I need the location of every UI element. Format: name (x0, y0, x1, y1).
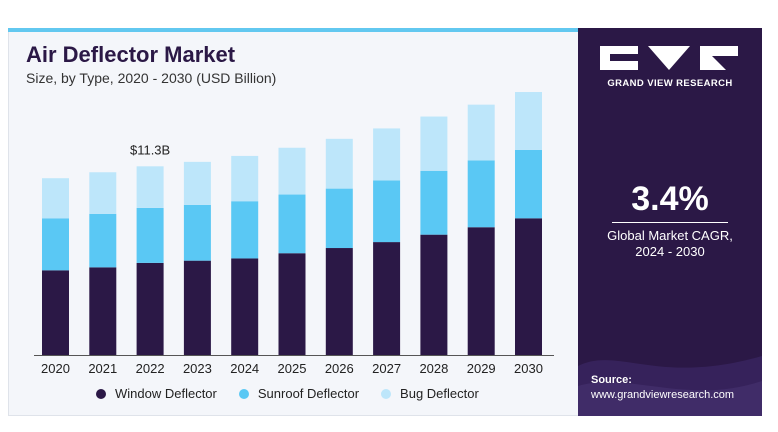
x-tick-label-2020: 2020 (41, 361, 70, 376)
chart-title: Air Deflector Market (26, 42, 236, 67)
bar-segment-2024-window-deflector (231, 258, 259, 355)
stacked-bar-chart: 2020 2021 2022 $11.3B 2023 2024 2025 2026 2027 20… (34, 92, 554, 376)
legend-swatch-bug (381, 388, 392, 399)
bar-segment-2024-sunroof-deflector (231, 201, 259, 259)
bar-segment-2026-window-deflector (325, 248, 353, 355)
bar-segment-2028-bug-deflector (420, 116, 448, 171)
chart-subtitle: Size, by Type, 2020 - 2030 (USD Billion) (26, 70, 277, 86)
x-tick-label-2023: 2023 (183, 361, 212, 376)
bar-segment-2027-bug-deflector (373, 128, 401, 181)
x-tick-label-2028: 2028 (419, 361, 448, 376)
bar-segment-2021-bug-deflector (89, 172, 117, 214)
legend-swatch-window (96, 388, 106, 399)
x-tick-label-2030: 2030 (514, 361, 543, 376)
bar-segment-2020-window-deflector (42, 270, 69, 355)
x-tick-label-2027: 2027 (372, 361, 401, 376)
bar-segment-2023-window-deflector (183, 260, 211, 355)
accent-strip (8, 28, 578, 32)
cagr-label-line1: Global Market CAGR, (607, 228, 733, 243)
bar-segment-2026-bug-deflector (325, 138, 353, 189)
chart-legend: Window Deflector Sunroof Deflector Bug D… (96, 386, 501, 401)
bar-segment-2020-bug-deflector (42, 178, 69, 219)
x-tick-label-2022: 2022 (136, 361, 165, 376)
legend-swatch-sunroof (238, 388, 249, 399)
bar-segment-2029-sunroof-deflector (467, 160, 495, 228)
legend-item-window: Window Deflector (96, 386, 217, 401)
bar-segment-2025-window-deflector (278, 253, 306, 355)
brand-name: GRAND VIEW RESEARCH (607, 78, 733, 89)
bar-segment-2030-window-deflector (515, 218, 542, 355)
legend-label-sunroof: Sunroof Deflector (257, 386, 360, 401)
legend-item-sunroof: Sunroof Deflector (238, 386, 360, 401)
x-tick-label-2026: 2026 (325, 361, 354, 376)
grand-view-research-logo (600, 46, 738, 70)
bar-segment-2021-sunroof-deflector (89, 213, 117, 268)
x-tick-label-2021: 2021 (88, 361, 117, 376)
data-label-2022: $11.3B (130, 142, 170, 157)
x-tick-label-2025: 2025 (278, 361, 307, 376)
bar-segment-2029-window-deflector (467, 227, 495, 355)
wave-decoration (578, 356, 762, 416)
bar-segment-2022-window-deflector (136, 262, 164, 355)
bar-segment-2025-bug-deflector (278, 147, 306, 195)
bar-segment-2020-sunroof-deflector (42, 218, 69, 271)
legend-label-bug: Bug Deflector (400, 386, 479, 401)
bar-segment-2028-sunroof-deflector (420, 170, 448, 235)
cagr-label-line2: 2024 - 2030 (635, 244, 705, 259)
bar-segment-2022-sunroof-deflector (136, 207, 164, 263)
bar-segment-2029-bug-deflector (467, 104, 495, 161)
cagr-value: 3.4% (631, 180, 709, 218)
bar-segment-2024-bug-deflector (231, 155, 259, 202)
x-tick-label-2029: 2029 (467, 361, 496, 376)
bar-segment-2023-sunroof-deflector (183, 204, 211, 261)
bar-segment-2025-sunroof-deflector (278, 194, 306, 254)
bar-segment-2030-sunroof-deflector (515, 149, 542, 219)
cagr-label: Global Market CAGR, 2024 - 2030 (578, 228, 762, 260)
source-link[interactable]: www.grandviewresearch.com (591, 389, 735, 401)
bar-segment-2027-sunroof-deflector (373, 180, 401, 243)
source-label: Source: (591, 374, 632, 386)
bar-segment-2030-bug-deflector (515, 92, 542, 150)
legend-item-bug: Bug Deflector (381, 386, 479, 401)
bar-segment-2027-window-deflector (373, 242, 401, 355)
bar-segment-2028-window-deflector (420, 234, 448, 355)
bar-segment-2021-window-deflector (89, 267, 117, 355)
bar-segment-2026-sunroof-deflector (325, 188, 353, 249)
x-tick-label-2024: 2024 (230, 361, 259, 376)
cagr-divider (612, 222, 728, 223)
legend-label-window: Window Deflector (115, 386, 217, 401)
bar-segment-2022-bug-deflector (136, 166, 164, 208)
bar-segment-2023-bug-deflector (183, 161, 211, 205)
